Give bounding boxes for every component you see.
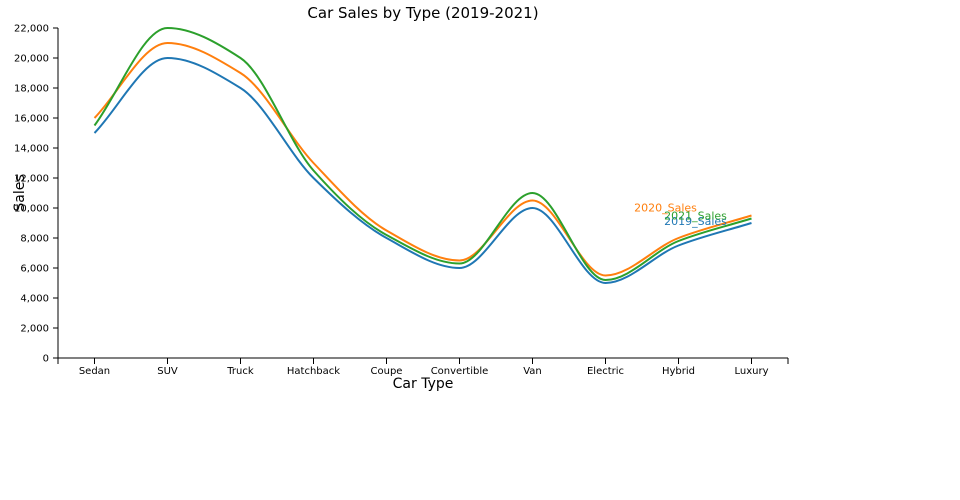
- y-tick-label: 8,000: [20, 234, 49, 245]
- y-tick-label: 20,000: [14, 54, 49, 65]
- x-tick-label: SUV: [157, 366, 178, 377]
- series-line-2020_Sales: [93, 41, 752, 277]
- x-axis-title: Car Type: [393, 376, 454, 392]
- x-tick-label: Hybrid: [662, 366, 695, 377]
- series-lines: [93, 26, 752, 285]
- y-tick-label: 4,000: [20, 294, 49, 305]
- y-tick-label: 0: [43, 354, 49, 365]
- series-line-2019_Sales: [93, 56, 752, 285]
- x-tick-label: Van: [523, 366, 542, 377]
- y-tick-label: 18,000: [14, 84, 49, 95]
- y-tick-label: 16,000: [14, 114, 49, 125]
- y-axis-title: Sales: [12, 174, 28, 211]
- y-tick-label: 14,000: [14, 144, 49, 155]
- series-line-2021_Sales: [93, 26, 752, 282]
- series-label-2019_Sales: 2019_Sales: [664, 215, 727, 228]
- x-tick-label: Coupe: [371, 366, 403, 377]
- x-tick-label: Sedan: [79, 366, 110, 377]
- x-tick-label: Convertible: [431, 366, 489, 377]
- x-tick-label: Truck: [226, 366, 254, 377]
- x-tick-label: Electric: [587, 366, 624, 377]
- y-tick-label: 2,000: [20, 324, 49, 335]
- chart-title: Car Sales by Type (2019-2021): [307, 4, 538, 22]
- x-tick-label: Hatchback: [287, 366, 340, 377]
- y-axis: 0 2,000 4,000 6,000 8,000 10,000 12,000 14,000 1…: [14, 24, 59, 365]
- x-tick-label: Luxury: [734, 366, 768, 377]
- x-axis: Sedan SUV Truck Hatchback Coupe Convertible Va…: [57, 357, 789, 377]
- y-tick-label: 6,000: [20, 264, 49, 275]
- y-tick-label: 12,000: [14, 174, 49, 185]
- series-label-2021_Sales: 2021_Sales: [664, 210, 727, 223]
- y-tick-label: 22,000: [14, 24, 49, 35]
- series-label-2020_Sales: 2020_Sales: [634, 202, 697, 215]
- y-tick-label: 10,000: [14, 204, 49, 215]
